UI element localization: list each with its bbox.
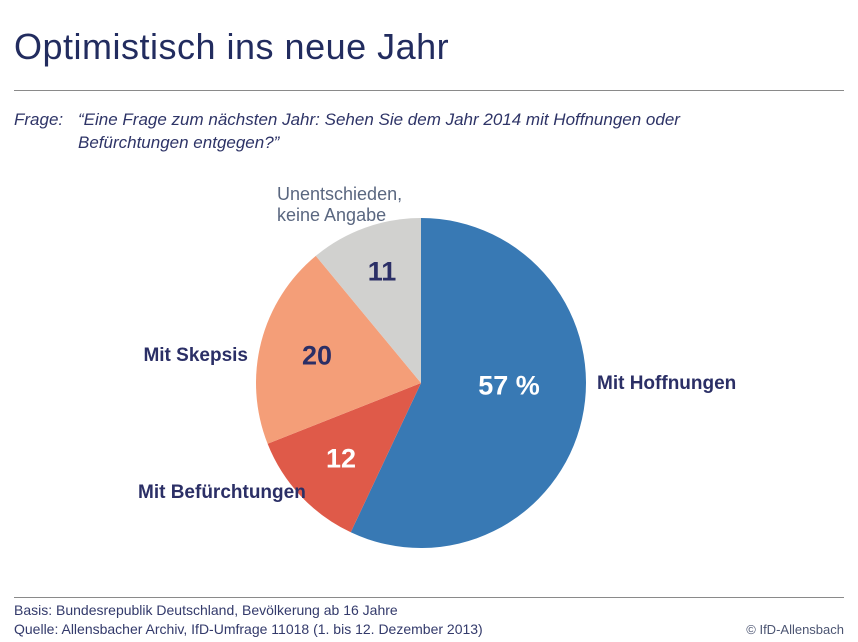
pie-slice-0 (350, 218, 586, 548)
slice-value-2: 20 (301, 340, 333, 371)
label-mit-hoffnungen: Mit Hoffnungen (597, 373, 737, 394)
footer-basis: Basis: Bundesrepublik Deutschland, Bevöl… (14, 602, 398, 618)
label-unentschieden: Unentschieden, keine Angabe (277, 184, 403, 225)
slice-value-0: 57 % (478, 370, 540, 401)
survey-question: Frage: “Eine Frage zum nächsten Jahr: Se… (14, 108, 774, 154)
label-mit-befuerchtungen: Mit Befürchtungen (138, 482, 306, 503)
pie-slice-2 (256, 255, 421, 444)
footer-divider (14, 597, 844, 598)
question-prefix: Frage: (14, 110, 64, 129)
pie-slice-3 (315, 218, 421, 383)
footer-quelle: Quelle: Allensbacher Archiv, IfD-Umfrage… (14, 621, 483, 637)
page-title: Optimistisch ins neue Jahr (14, 26, 450, 67)
question-text: “Eine Frage zum nächsten Jahr: Sehen Sie… (78, 110, 680, 152)
slice-value-1: 12 (325, 443, 357, 474)
footer-copyright: © IfD-Allensbach (746, 622, 844, 637)
slice-value-3: 11 (367, 256, 397, 287)
label-mit-skepsis: Mit Skepsis (143, 345, 248, 366)
pie-chart (256, 218, 586, 548)
pie-slice-1 (267, 383, 421, 533)
title-divider (14, 90, 844, 91)
